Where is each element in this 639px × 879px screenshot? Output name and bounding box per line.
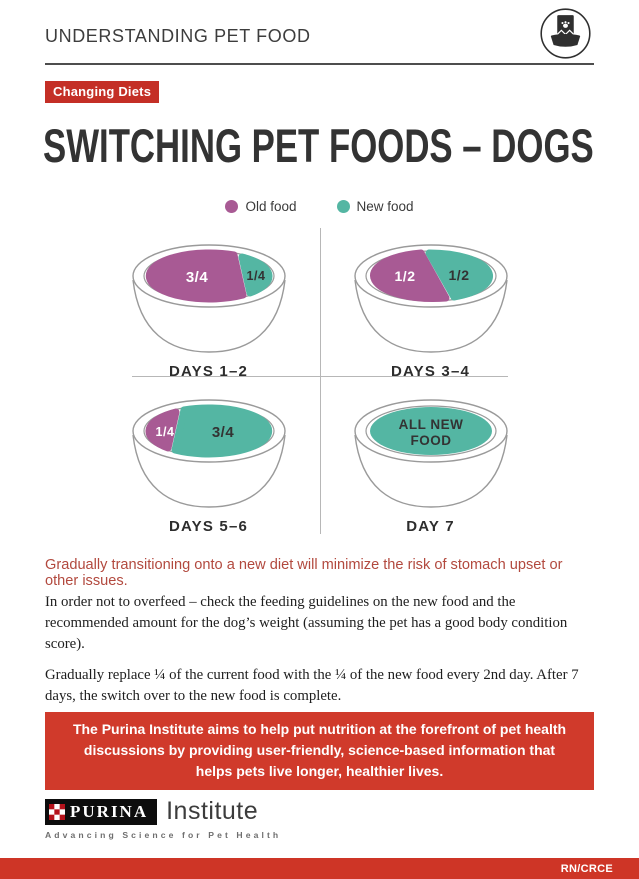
old-fraction-label: 1/4 xyxy=(155,425,174,439)
new-food-segment xyxy=(238,253,272,297)
purina-wordmark-box: PURINA xyxy=(45,798,158,825)
new-fraction-label: 3/4 xyxy=(211,424,234,441)
old-fraction-label: 3/4 xyxy=(185,269,208,286)
cell-days-5-6: 1/4 3/4 DAYS 5–6 xyxy=(98,381,320,536)
bowl-days-5-6-illustration: 1/4 3/4 xyxy=(131,399,286,508)
cell-days-3-4: 1/2 1/2 DAYS 3–4 xyxy=(320,226,542,381)
bowl-diagram-grid: 3/4 1/4 DAYS 1–2 1/2 1/2 DAYS 3–4 xyxy=(98,226,542,536)
new-food-segment xyxy=(369,407,492,455)
new-food-segment xyxy=(171,404,272,458)
new-food-segment xyxy=(425,249,493,301)
footer-code: RN/CRCE xyxy=(560,862,613,875)
bowl-day-7-illustration: ALL NEW FOOD xyxy=(353,399,508,508)
purina-brand-text: PURINA xyxy=(70,801,149,821)
pet-food-bag-and-bowl-icon xyxy=(540,8,591,59)
grid-vertical-divider xyxy=(319,228,321,534)
old-food-segment xyxy=(369,249,449,303)
purina-institute-callout: The Purina Institute aims to help put nu… xyxy=(45,712,594,790)
old-food-segment xyxy=(145,249,246,303)
legend-label-new: New food xyxy=(356,199,414,214)
legend-item-new-food: New food xyxy=(336,199,414,214)
cell-days-1-2: 3/4 1/4 DAYS 1–2 xyxy=(98,226,320,381)
page-title: SWITCHING PET FOODS – DOGS xyxy=(43,119,594,172)
bowl-days-1-2-illustration: 3/4 1/4 xyxy=(131,244,286,353)
highlight-sentence: Gradually transitioning onto a new diet … xyxy=(45,557,563,589)
legend: Old food New food xyxy=(0,199,639,214)
header-divider xyxy=(45,63,594,65)
bowl-label-day-7: DAY 7 xyxy=(406,518,455,535)
grid-horizontal-divider xyxy=(131,376,508,377)
body-paragraph-2: Gradually replace ¼ of the current food … xyxy=(45,667,579,704)
all-new-food-label-line1: ALL NEW xyxy=(398,417,463,432)
body-paragraph-1: In order not to overfeed – check the fee… xyxy=(45,594,568,652)
header-title: UNDERSTANDING PET FOOD xyxy=(45,26,311,46)
bowl-days-3-4-illustration: 1/2 1/2 xyxy=(353,244,508,353)
bowl-label-days-5-6: DAYS 5–6 xyxy=(168,518,249,535)
old-food-color-dot-icon xyxy=(225,200,239,213)
legend-label-old: Old food xyxy=(245,199,297,214)
all-new-food-label-line2: FOOD xyxy=(410,433,451,448)
footer-bar: RN/CRCE xyxy=(0,858,639,879)
new-fraction-label: 1/4 xyxy=(246,269,265,283)
old-fraction-label: 1/2 xyxy=(394,268,415,284)
purina-institute-logo: PURINA Institute Advancing Science for P… xyxy=(45,797,281,840)
new-fraction-label: 1/2 xyxy=(448,267,469,283)
new-food-color-dot-icon xyxy=(336,200,350,213)
bowl-label-days-3-4: DAYS 3–4 xyxy=(390,363,471,380)
changing-diets-badge: Changing Diets xyxy=(45,81,160,103)
old-food-segment xyxy=(145,408,179,452)
institute-label: Institute xyxy=(166,797,259,825)
header: UNDERSTANDING PET FOOD xyxy=(0,0,639,61)
legend-item-old-food: Old food xyxy=(225,199,297,214)
logo-tagline: Advancing Science for Pet Health xyxy=(45,830,282,840)
purina-checkerboard-icon xyxy=(49,803,65,820)
bowl-label-days-1-2: DAYS 1–2 xyxy=(168,363,249,380)
cell-day-7: ALL NEW FOOD DAY 7 xyxy=(320,381,542,536)
